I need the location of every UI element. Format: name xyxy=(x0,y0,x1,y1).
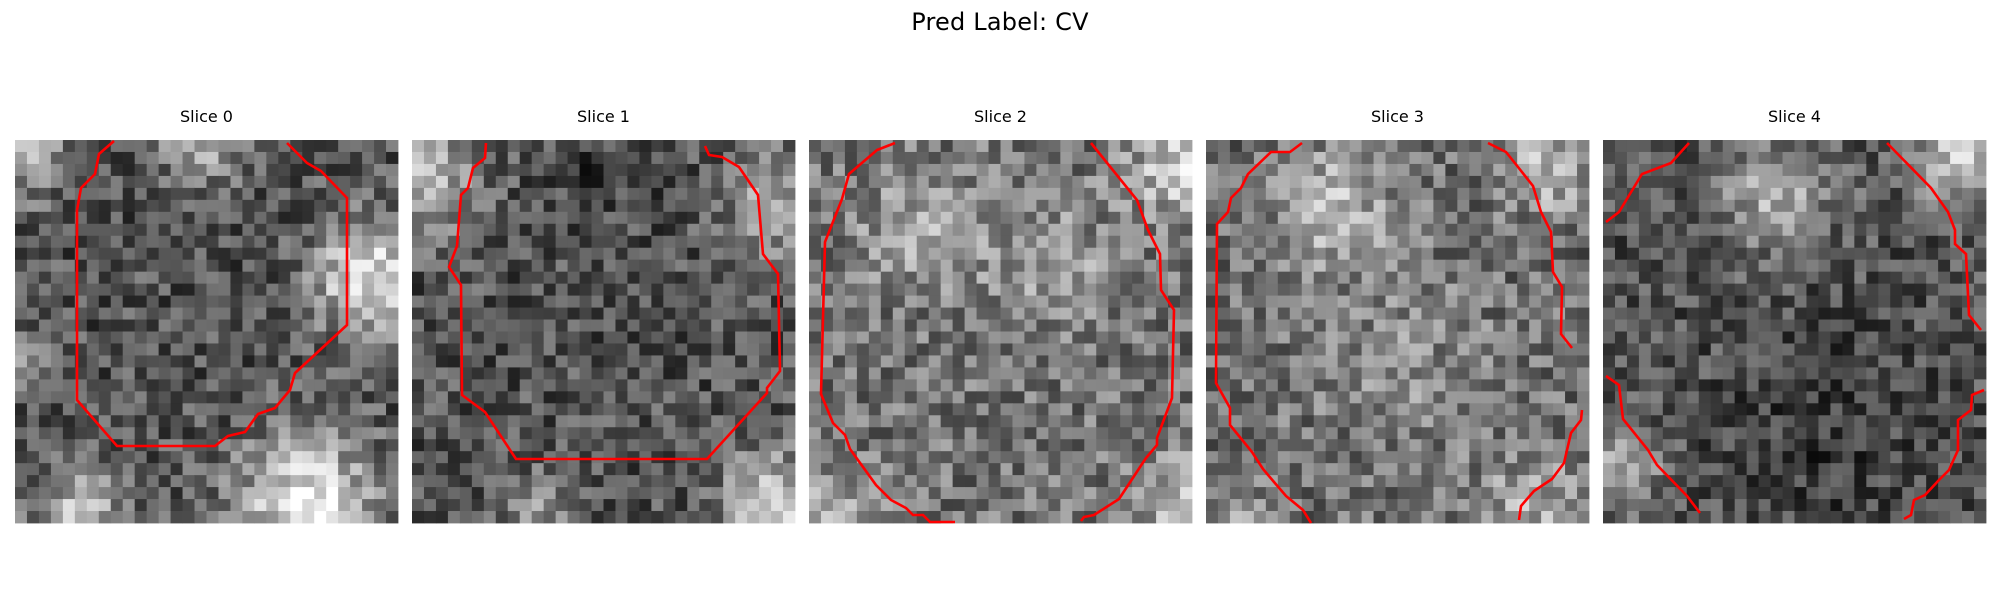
figure-title: Pred Label: CV xyxy=(911,8,1089,36)
slice-4-contour-left-top xyxy=(1605,142,1690,224)
slice-panel-4: Slice 4 xyxy=(1603,107,1987,524)
slice-4-image xyxy=(1603,140,1987,524)
slice-3-contour-left xyxy=(1214,141,1313,524)
slice-1-title: Slice 1 xyxy=(577,107,630,126)
slice-1-image xyxy=(412,140,796,524)
slice-4-contour-right-top xyxy=(1886,142,1983,331)
slice-panel-2: Slice 2 xyxy=(809,107,1193,524)
slice-4-title: Slice 4 xyxy=(1768,107,1821,126)
slice-3-title: Slice 3 xyxy=(1371,107,1424,126)
slice-4-pixels xyxy=(1603,140,1987,524)
slice-2-image xyxy=(809,140,1193,524)
slice-3-contour-right-lower xyxy=(1517,409,1584,521)
slice-0-image xyxy=(15,140,399,524)
slice-1-pixels xyxy=(412,140,796,524)
slice-0-pixels xyxy=(15,140,399,524)
slice-4-contour-right-bottom xyxy=(1903,388,1985,521)
slice-2-contour xyxy=(819,141,955,524)
slice-2-contour-right xyxy=(1079,142,1176,522)
slice-4-contour-left-bottom xyxy=(1605,374,1702,514)
slice-0-title: Slice 0 xyxy=(180,107,233,126)
slice-1-contour xyxy=(447,142,782,461)
slice-panel-1: Slice 1 xyxy=(412,107,796,524)
slice-3-contour-right xyxy=(1487,141,1574,349)
slice-2-pixels xyxy=(809,140,1193,524)
slice-3-pixels xyxy=(1206,140,1590,524)
slice-panel-3: Slice 3 xyxy=(1206,107,1590,524)
slice-panel-0: Slice 0 xyxy=(15,107,399,524)
slice-0-contour xyxy=(75,140,349,448)
slice-3-image xyxy=(1206,140,1590,524)
slice-2-title: Slice 2 xyxy=(974,107,1027,126)
